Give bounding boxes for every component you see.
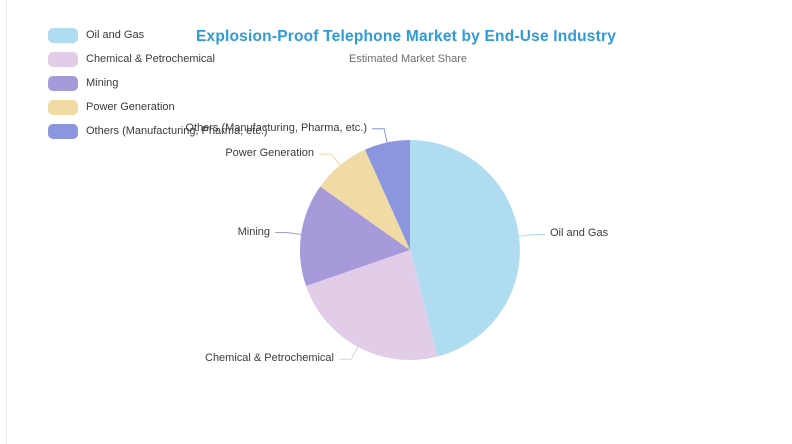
pie-slice-mining[interactable] (299, 186, 410, 287)
legend-swatch-mining (48, 76, 78, 91)
legend-swatch-oil-and-gas (48, 28, 78, 43)
legend-label: Power Generation (86, 101, 175, 113)
pie-label-line-others-manufacturing-pharma-etc (372, 128, 388, 143)
legend-swatch-chemical-petrochemical (48, 52, 78, 67)
chart-subtitle: Estimated Market Share (349, 53, 467, 65)
pie-slice-chemical-petrochemical[interactable] (306, 250, 438, 360)
legend-swatch-others-manufacturing-pharma-etc (48, 124, 78, 139)
legend: Oil and Gas Chemical & Petrochemical Minin… (48, 28, 268, 148)
pie-slice-others-manufacturing-pharma-etc[interactable] (365, 139, 410, 250)
pie-label-line-mining (275, 232, 302, 235)
legend-swatch-power-generation (48, 100, 78, 115)
pie-label-line-power-generation (319, 153, 341, 166)
pie-slice-power-generation[interactable] (320, 149, 410, 250)
pie-label-line-chemical-petrochemical (339, 346, 359, 360)
card-left-border (6, 0, 7, 444)
legend-item-oil-and-gas[interactable]: Oil and Gas (48, 28, 268, 43)
pie-label-line-oil-and-gas (519, 234, 545, 237)
legend-label: Others (Manufacturing, Pharma, etc.) (86, 125, 268, 137)
chart-title: Explosion-Proof Telephone Market by End-… (195, 28, 617, 45)
legend-item-power-generation[interactable]: Power Generation (48, 100, 268, 115)
legend-label: Mining (86, 77, 119, 89)
legend-item-chemical-petrochemical[interactable]: Chemical & Petrochemical (48, 52, 268, 67)
pie-slice-oil-and-gas[interactable] (410, 140, 520, 357)
legend-label: Oil and Gas (86, 29, 145, 41)
legend-item-mining[interactable]: Mining (48, 76, 268, 91)
legend-label: Chemical & Petrochemical (86, 53, 215, 65)
legend-item-others-manufacturing-pharma-etc[interactable]: Others (Manufacturing, Pharma, etc.) (48, 124, 268, 139)
